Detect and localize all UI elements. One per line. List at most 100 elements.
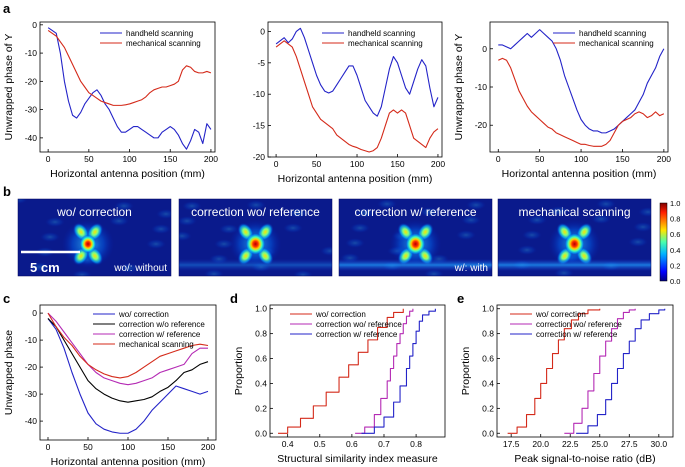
image-title: correction w/ reference	[354, 205, 476, 219]
legend-label: mechanical scanning	[126, 39, 201, 48]
image-title: correction wo/ reference	[191, 205, 320, 219]
y-tick-label: 0.2	[255, 403, 267, 413]
reconstruction-image: correction wo/ reference	[178, 198, 333, 277]
legend-label: handheld scanning	[126, 29, 193, 38]
panel-label-d: d	[230, 291, 238, 306]
plot-frame	[39, 21, 216, 153]
image-title: mechanical scanning	[518, 205, 630, 219]
image-title: wo/ correction	[56, 205, 132, 219]
colorbar-tick: 0.2	[670, 261, 680, 270]
legend-label: mechanical scanning	[119, 340, 194, 349]
colorbar-tick: 0.4	[670, 246, 680, 255]
x-tick-label: 100	[350, 159, 364, 169]
image-note: wo/: without	[113, 263, 167, 274]
series-line	[507, 308, 601, 434]
x-tick-label: 0.6	[346, 439, 358, 449]
legend-label: correction w/ reference	[316, 330, 398, 339]
y-tick-label: 0.0	[255, 428, 267, 438]
x-tick-label: 100	[122, 154, 136, 164]
y-axis-title: Unwrapped phase of Y	[3, 34, 15, 141]
y-tick-label: 0	[260, 26, 265, 36]
chart-c: 0 50 100 150 200 0 -10 -20 -30 -40 Horizontal ante…	[3, 304, 217, 467]
x-tick-label: 0	[274, 159, 279, 169]
x-tick-label: 100	[121, 442, 135, 452]
series-line	[47, 318, 209, 403]
colorbar-tick: 0.6	[670, 230, 680, 239]
colorbar: 1.0 0.8 0.6 0.4 0.2 0.0	[659, 199, 680, 286]
y-tick-label: -10	[475, 82, 488, 92]
x-tick-label: 17.5	[503, 439, 520, 449]
chart-a2: 0 50 100 150 200 0 -5 -10 -15 -20 Horizontal anten…	[253, 21, 445, 185]
panel-label-a: a	[3, 1, 11, 16]
legend-label: correction wo/ reference	[316, 320, 402, 329]
x-tick-label: 200	[204, 154, 218, 164]
y-tick-label: -20	[25, 362, 38, 372]
x-tick-label: 0.8	[410, 439, 422, 449]
x-tick-label: 0	[46, 154, 51, 164]
chart-d: 0.4 0.5 0.6 0.7 0.8 0.0 0.2 0.4 0.6 0.8 1.0 Structu…	[233, 304, 446, 465]
x-axis-title: Horizontal antenna position (mm)	[502, 168, 657, 180]
x-axis-title: Peak signal-to-noise ratio (dB)	[514, 453, 655, 465]
reconstruction-image: correction w/ reference w/: with	[338, 198, 493, 277]
y-tick-label: 0.2	[482, 403, 494, 413]
x-tick-label: 25.0	[591, 439, 608, 449]
y-tick-label: -5	[257, 58, 265, 68]
panel-label-e: e	[457, 291, 464, 306]
x-tick-label: 50	[84, 154, 94, 164]
legend-label: mechanical scanning	[348, 39, 423, 48]
series-line	[564, 308, 636, 434]
y-tick-label: -10	[25, 335, 38, 345]
scale-label: 5 cm	[30, 260, 60, 275]
series-line	[576, 308, 666, 434]
y-tick-label: 0.6	[255, 354, 267, 364]
x-axis-title: Horizontal antenna position (mm)	[51, 456, 206, 467]
y-tick-label: 1.0	[482, 304, 494, 314]
y-tick-label: 0.0	[482, 428, 494, 438]
y-tick-label: 0.8	[255, 329, 267, 339]
legend-label: correction w/ reference	[536, 330, 618, 339]
series-line	[275, 40, 439, 153]
y-tick-label: 0	[482, 44, 487, 54]
series-line	[47, 30, 212, 106]
plot-frame	[269, 304, 446, 438]
legend-label: correction w/ reference	[119, 330, 201, 339]
x-tick-label: 0.4	[282, 439, 294, 449]
reconstruction-image: mechanical scanning	[497, 198, 652, 277]
chart-e: 17.5 20.0 22.5 25.0 27.5 30.0 0.0 0.2 0.4 0.6 0.8 1…	[460, 304, 674, 465]
y-tick-label: 0	[32, 20, 37, 30]
series-line	[47, 312, 209, 379]
legend-label: handheld scanning	[348, 29, 415, 38]
x-tick-label: 27.5	[621, 439, 638, 449]
x-tick-label: 0	[46, 442, 51, 452]
reconstruction-image: wo/ correction wo/: without 5 cm	[17, 198, 172, 277]
y-axis-title: Proportion	[233, 347, 245, 396]
series-line	[275, 27, 439, 117]
x-tick-label: 50	[535, 154, 545, 164]
colorbar-tick: 1.0	[670, 199, 680, 208]
panel-label-c: c	[3, 291, 10, 306]
plot-frame	[496, 304, 674, 438]
series-line	[361, 308, 436, 434]
series-line	[355, 308, 414, 434]
y-tick-label: -20	[475, 120, 488, 130]
x-axis-title: Structural similarity index measure	[277, 453, 438, 465]
series-line	[498, 29, 665, 134]
chart-a1: 0 50 100 150 200 0 -10 -20 -30 -40 Horizontal ante…	[3, 20, 218, 180]
panel-label-b: b	[3, 184, 11, 199]
y-tick-label: -40	[25, 416, 38, 426]
series-line	[47, 318, 209, 434]
x-tick-label: 0	[496, 154, 501, 164]
x-tick-label: 150	[390, 159, 404, 169]
x-tick-label: 0.7	[378, 439, 390, 449]
y-tick-label: -10	[25, 48, 38, 58]
chart-a3: 0 50 100 150 200 0 -10 -20 Horizontal antenna po…	[453, 21, 671, 180]
colorbar-tick: 0.0	[670, 277, 680, 286]
series-line	[498, 57, 665, 147]
legend-label: mechanical scanning	[579, 39, 654, 48]
plot-frame	[267, 21, 443, 158]
y-tick-label: 1.0	[255, 304, 267, 314]
y-tick-label: -10	[253, 89, 266, 99]
y-tick-label: -15	[253, 121, 266, 131]
x-tick-label: 150	[161, 442, 175, 452]
x-tick-label: 22.5	[562, 439, 579, 449]
